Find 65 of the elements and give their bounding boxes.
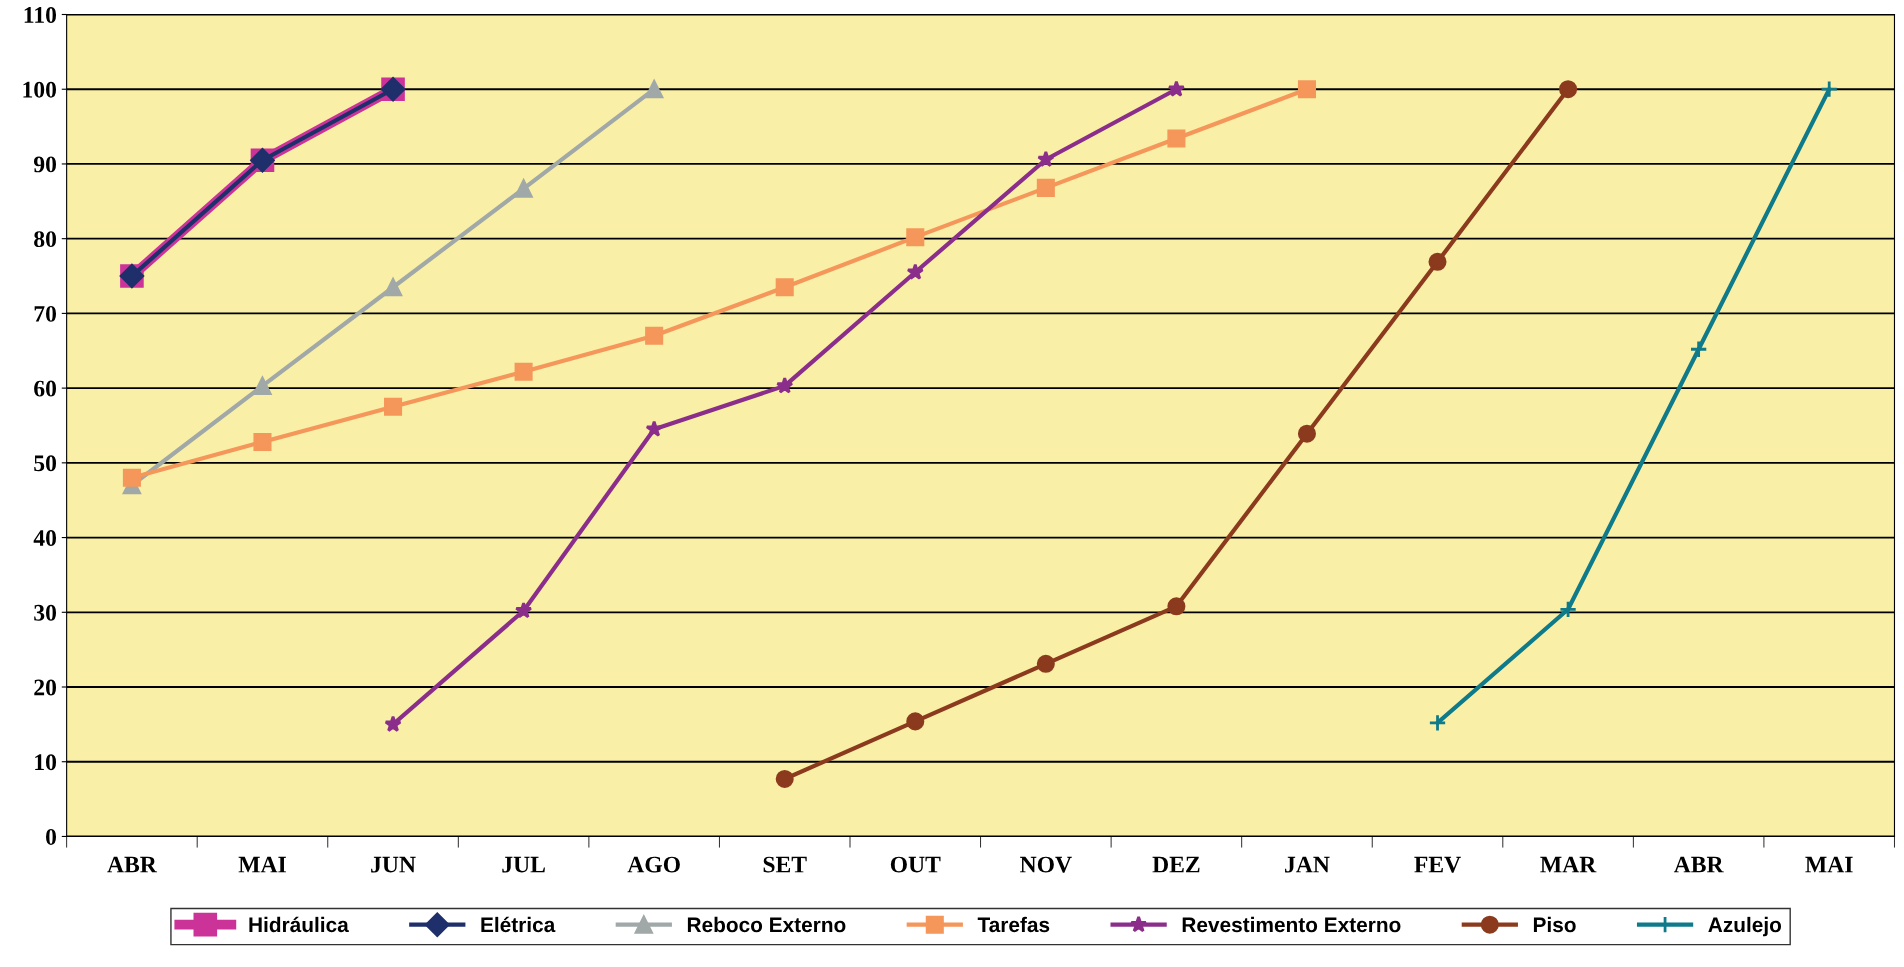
point xyxy=(776,376,794,394)
y-tick-label: 20 xyxy=(34,679,57,696)
point xyxy=(384,397,403,416)
x-tick-label: MAI xyxy=(238,856,286,873)
point xyxy=(1559,600,1578,619)
point xyxy=(1167,597,1186,616)
y-tick-label: 10 xyxy=(35,754,57,771)
point xyxy=(1167,80,1186,97)
point xyxy=(253,432,272,451)
point xyxy=(775,769,794,788)
legend-label: Tarefas xyxy=(977,916,1050,933)
y-tick-label: 90 xyxy=(33,156,57,173)
point xyxy=(122,468,141,487)
y-tick-label: 30 xyxy=(34,604,57,621)
point xyxy=(1820,80,1839,99)
y-tick-label: 0 xyxy=(46,828,57,845)
x-tick-label: DEZ xyxy=(1152,856,1200,873)
point xyxy=(906,712,925,731)
legend-label: Piso xyxy=(1533,916,1576,933)
point xyxy=(906,228,925,247)
x-tick-label: MAI xyxy=(1805,856,1853,873)
point xyxy=(514,179,533,198)
point xyxy=(514,601,533,619)
point xyxy=(645,326,664,345)
point xyxy=(1297,80,1316,99)
y-tick-label: 40 xyxy=(33,530,57,546)
legend-label: Azulejo xyxy=(1708,916,1782,937)
y-tick-label: 80 xyxy=(34,231,57,248)
y-tick-label: 100 xyxy=(23,81,57,98)
x-tick-label: MAR xyxy=(1540,856,1597,873)
point xyxy=(1297,424,1316,443)
point xyxy=(1428,252,1447,271)
point xyxy=(1167,129,1186,148)
point xyxy=(1689,340,1708,359)
point xyxy=(384,715,402,732)
legend-label: Revestimento Externo xyxy=(1182,916,1401,933)
point xyxy=(1037,150,1055,168)
point xyxy=(906,263,924,280)
x-tick-label: JUN xyxy=(371,856,416,873)
y-tick-label: 50 xyxy=(34,455,57,472)
point xyxy=(253,376,272,395)
point xyxy=(1036,654,1055,673)
legend-label: Elétrica xyxy=(481,916,556,933)
point xyxy=(1036,178,1055,197)
x-tick-label: ABR xyxy=(1673,856,1724,873)
point xyxy=(1428,713,1447,732)
point xyxy=(645,420,663,437)
legend-label: Reboco Externo xyxy=(687,916,846,933)
x-tick-label: NOV xyxy=(1020,856,1072,873)
x-tick-label: JAN xyxy=(1285,856,1330,873)
x-tick-label: OUT xyxy=(890,856,941,873)
y-tick-label: 60 xyxy=(34,380,57,397)
x-tick-label: SET xyxy=(763,856,807,873)
point xyxy=(384,278,403,297)
y-tick-label: 70 xyxy=(34,305,57,322)
y-tick-label: 110 xyxy=(24,7,57,23)
point xyxy=(1559,80,1578,99)
x-tick-label: JUL xyxy=(502,856,545,873)
x-tick-label: ABR xyxy=(107,856,158,873)
point xyxy=(775,278,794,297)
legend-label: Hidráulica xyxy=(249,916,349,933)
x-tick-label: AGO xyxy=(627,856,680,873)
x-tick-label: FEV xyxy=(1414,856,1461,873)
point xyxy=(514,362,533,381)
point xyxy=(645,80,664,99)
